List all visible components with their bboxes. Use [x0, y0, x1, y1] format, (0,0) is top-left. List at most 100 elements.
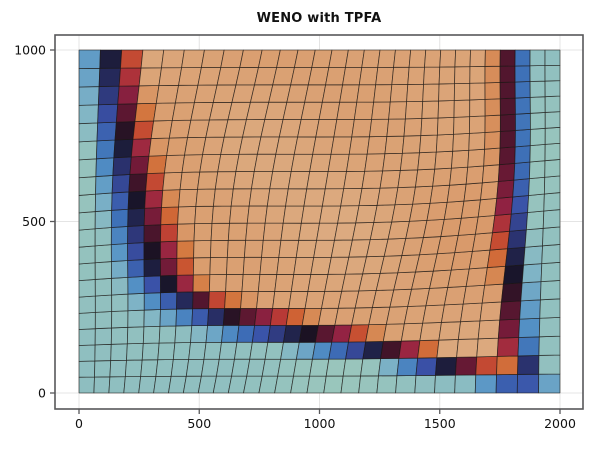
mesh-cell — [404, 100, 424, 120]
mesh-cell — [176, 274, 194, 293]
mesh-cell — [266, 188, 289, 207]
mesh-cell — [369, 118, 390, 138]
mesh-cell — [435, 133, 454, 153]
mesh-cell — [481, 283, 504, 304]
mesh-cell — [111, 208, 129, 228]
mesh-cell — [484, 114, 501, 133]
mesh-cell — [166, 137, 188, 156]
mesh-cell — [377, 49, 396, 68]
y-tick-label: 500 — [22, 214, 46, 229]
mesh-cell — [543, 175, 561, 195]
mesh-cell — [477, 198, 498, 218]
mesh-cell — [226, 239, 247, 258]
mesh-cell — [224, 291, 243, 309]
mesh-cell — [98, 67, 121, 87]
mesh-cell — [178, 67, 202, 86]
mesh-cell — [514, 65, 531, 83]
mesh-cell — [443, 200, 465, 220]
axes-tick-labels: 0 500 1000 1500 2000 0 500 1000 — [14, 43, 576, 432]
mesh-cell — [514, 49, 531, 67]
mesh-cell — [373, 84, 393, 103]
mesh-cell — [174, 325, 193, 344]
mesh-cell — [269, 308, 290, 326]
mesh-cell — [395, 375, 417, 394]
mesh-cell — [138, 67, 162, 87]
mesh-cell — [528, 176, 546, 196]
mesh-cell — [398, 340, 421, 359]
mesh-cell — [366, 136, 388, 155]
mesh-cell — [120, 49, 144, 69]
mesh-cell — [337, 205, 360, 224]
mesh-cell — [386, 118, 406, 137]
mesh-cell — [389, 84, 409, 103]
mesh-cell — [484, 131, 501, 150]
mesh-cell — [245, 222, 266, 241]
mesh-cell — [78, 104, 99, 125]
mesh-cell — [96, 121, 117, 142]
mesh-cell — [424, 49, 442, 68]
mesh-cell — [499, 130, 516, 149]
mesh-cell — [129, 155, 150, 175]
mesh-cell — [529, 96, 546, 114]
mesh-cell — [78, 376, 95, 394]
mesh-cell — [78, 279, 96, 298]
mesh-cell — [160, 274, 178, 294]
mesh-cell — [243, 239, 264, 258]
mesh-cell — [484, 65, 501, 84]
mesh-cell — [109, 359, 127, 378]
mesh-cell — [257, 273, 278, 292]
mesh-cell — [110, 226, 129, 246]
mesh-cell — [94, 311, 113, 330]
mesh-cell — [253, 153, 277, 172]
mesh-cell — [246, 205, 268, 224]
mesh-cell — [328, 49, 349, 68]
mesh-cell — [110, 326, 129, 345]
mesh-cell — [197, 171, 219, 190]
mesh-cell — [451, 149, 470, 169]
mesh-cell — [446, 183, 467, 203]
mesh-cell — [460, 302, 483, 323]
mesh-cell — [406, 83, 424, 103]
mesh-cell — [449, 166, 469, 186]
mesh-cell — [512, 178, 530, 198]
mesh-cell — [538, 335, 561, 356]
mesh-cell — [520, 281, 542, 302]
mesh-cell — [157, 342, 176, 361]
mesh-cell — [453, 116, 471, 135]
mesh-cell — [434, 150, 454, 170]
mesh-cell — [94, 192, 113, 212]
mesh-cell — [142, 325, 161, 344]
mesh-cell — [276, 256, 297, 275]
mesh-cell — [432, 167, 452, 187]
mesh-cell — [315, 119, 338, 138]
mesh-cell — [514, 128, 531, 148]
mesh-cell — [127, 309, 145, 328]
mesh-cell — [108, 376, 126, 394]
x-tick-label: 1000 — [304, 416, 336, 431]
mesh-cell — [278, 239, 300, 258]
mesh-cell — [394, 186, 416, 206]
mesh-cell — [436, 116, 455, 136]
mesh-cell — [517, 336, 540, 357]
mesh-cell — [290, 153, 314, 172]
mesh-cell — [309, 153, 332, 172]
mesh-cell — [256, 291, 276, 309]
mesh-cell — [176, 257, 195, 276]
mesh-cell — [127, 225, 145, 244]
mesh-cell — [78, 360, 96, 378]
mesh-cell — [529, 127, 546, 147]
mesh-cell — [159, 308, 177, 327]
mesh-cell — [111, 191, 130, 211]
mesh-cell — [457, 216, 479, 236]
mesh-cell — [486, 248, 508, 268]
mesh-cell — [222, 307, 241, 326]
mesh-cell — [382, 323, 405, 342]
mesh-cell — [236, 324, 256, 343]
mesh-cell — [111, 310, 129, 329]
mesh-cell — [264, 205, 287, 224]
mesh-cell — [467, 148, 485, 168]
mesh-cell — [510, 195, 530, 215]
mesh-cell — [111, 293, 129, 312]
mesh-cell — [78, 262, 96, 282]
mesh-cell — [78, 86, 100, 106]
